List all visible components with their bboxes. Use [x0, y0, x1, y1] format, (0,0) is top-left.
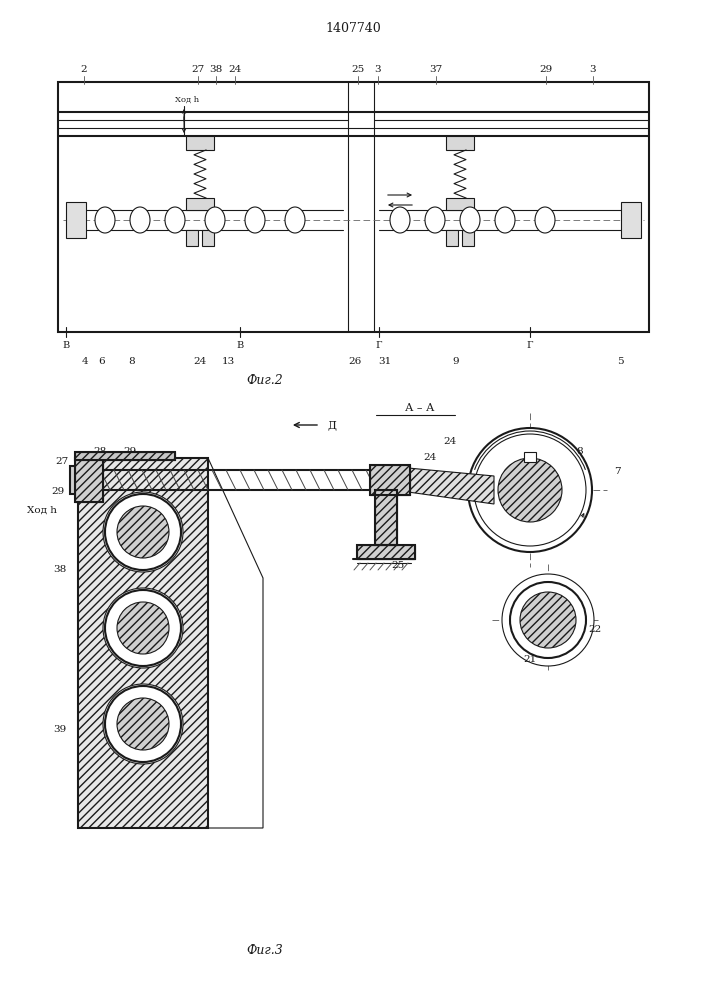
Text: 27: 27 [55, 458, 69, 466]
Text: Фиг.3: Фиг.3 [247, 944, 284, 956]
Ellipse shape [460, 207, 480, 233]
Bar [66, 202, 86, 238]
Text: 24: 24 [194, 358, 206, 366]
Circle shape [468, 428, 592, 552]
Ellipse shape [535, 207, 555, 233]
Bar [446, 230, 458, 246]
Circle shape [103, 492, 183, 572]
Circle shape [105, 590, 181, 666]
Text: 22: 22 [588, 626, 602, 635]
Bar [370, 465, 410, 495]
Bar [202, 230, 214, 246]
Text: 1407740: 1407740 [325, 21, 381, 34]
Circle shape [117, 602, 169, 654]
Bar [78, 458, 208, 828]
Text: 24: 24 [443, 438, 457, 446]
Text: 38: 38 [209, 66, 223, 75]
Ellipse shape [425, 207, 445, 233]
Text: В: В [62, 342, 69, 351]
Text: 3: 3 [590, 66, 596, 75]
Circle shape [520, 592, 576, 648]
Bar [446, 198, 474, 210]
Text: 28: 28 [93, 448, 107, 456]
Ellipse shape [245, 207, 265, 233]
Text: 24: 24 [228, 66, 242, 75]
Bar [370, 465, 410, 495]
Circle shape [498, 458, 562, 522]
Circle shape [117, 506, 169, 558]
Text: Е: Е [534, 471, 542, 480]
Text: 9: 9 [452, 358, 460, 366]
Bar [186, 136, 214, 150]
Text: 24: 24 [423, 454, 437, 462]
Text: 25: 25 [351, 66, 365, 75]
Ellipse shape [165, 207, 185, 233]
Text: 6: 6 [99, 358, 105, 366]
Circle shape [103, 588, 183, 668]
Text: 4: 4 [82, 358, 88, 366]
Ellipse shape [95, 207, 115, 233]
Text: Г: Г [527, 342, 533, 351]
Bar [621, 202, 641, 238]
Ellipse shape [285, 207, 305, 233]
Circle shape [105, 686, 181, 762]
Bar [462, 230, 474, 246]
Circle shape [117, 698, 169, 750]
Text: 37: 37 [429, 66, 443, 75]
Text: Д: Д [327, 420, 337, 430]
Text: В: В [236, 342, 244, 351]
Text: 7: 7 [614, 468, 620, 477]
Text: 25: 25 [392, 560, 404, 570]
Text: 29: 29 [124, 448, 136, 456]
Bar [58, 82, 649, 332]
Bar [186, 230, 198, 246]
Bar [186, 198, 214, 210]
Text: Фиг.2: Фиг.2 [247, 373, 284, 386]
Text: 39: 39 [53, 726, 66, 734]
Polygon shape [408, 468, 494, 504]
Bar [75, 452, 175, 460]
Circle shape [103, 684, 183, 764]
Bar [446, 136, 474, 150]
Bar [375, 490, 397, 545]
Text: 26: 26 [349, 358, 361, 366]
Text: 3: 3 [375, 66, 381, 75]
Text: 21: 21 [523, 656, 537, 664]
Text: 8: 8 [577, 448, 583, 456]
Circle shape [502, 574, 594, 666]
Bar [75, 458, 103, 502]
Text: А – А: А – А [405, 403, 435, 413]
Ellipse shape [390, 207, 410, 233]
Bar [75, 452, 175, 460]
Text: 38: 38 [53, 566, 66, 574]
Bar [357, 545, 415, 559]
Text: 29: 29 [539, 66, 553, 75]
Bar [375, 490, 397, 545]
Text: Ход h: Ход h [175, 96, 199, 104]
Circle shape [474, 434, 586, 546]
Text: Г: Г [375, 342, 382, 351]
Polygon shape [208, 458, 263, 828]
Text: 31: 31 [378, 358, 392, 366]
Circle shape [510, 582, 586, 658]
Text: 5: 5 [617, 358, 624, 366]
Circle shape [105, 494, 181, 570]
Polygon shape [524, 452, 536, 462]
Text: 29: 29 [52, 488, 64, 496]
Text: 27: 27 [192, 66, 204, 75]
Ellipse shape [130, 207, 150, 233]
Text: 2: 2 [81, 66, 87, 75]
Bar [357, 545, 415, 559]
Ellipse shape [205, 207, 225, 233]
Bar [70, 466, 80, 494]
Bar [75, 458, 103, 502]
Text: Ход h: Ход h [27, 506, 57, 514]
Text: 13: 13 [221, 358, 235, 366]
Ellipse shape [495, 207, 515, 233]
Text: 8: 8 [129, 358, 135, 366]
